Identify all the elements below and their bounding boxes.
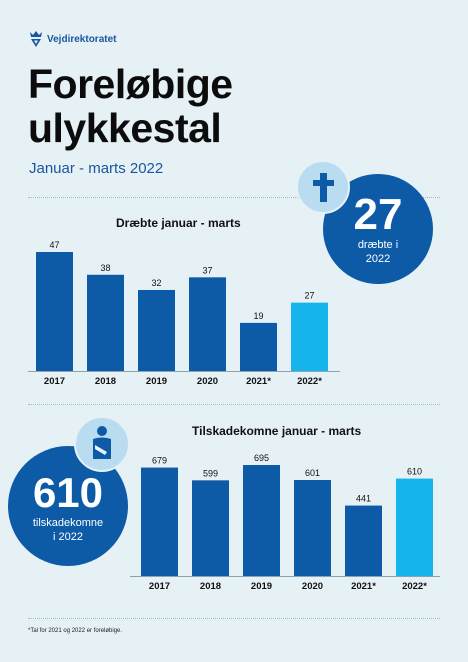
injured-badge-label-line1: tilskadekomne (32, 517, 104, 529)
bar-value-label: 47 (49, 240, 59, 250)
bar-2022* (396, 478, 433, 576)
cross-icon (313, 173, 334, 202)
killed-badge-label-line2: 2022 (365, 253, 391, 265)
bar-2018 (87, 274, 124, 371)
injured-badge-number: 610 (32, 469, 104, 516)
brand-name: Vejdirektoratet (47, 33, 117, 45)
bar-2020 (189, 277, 226, 371)
killed-icon-circle (296, 160, 350, 214)
bar-2019 (243, 465, 280, 576)
bar-2018 (192, 480, 229, 576)
killed-badge-number: 27 (353, 190, 403, 239)
killed-chart-title: Dræbte januar - marts (116, 216, 241, 230)
x-tick-label: 2019 (251, 581, 272, 592)
bar-2021* (345, 505, 382, 576)
injured-person-icon (93, 426, 111, 459)
bar-value-label: 695 (254, 453, 269, 463)
divider-middle (28, 404, 440, 405)
bar-value-label: 37 (202, 265, 212, 275)
divider-bottom (28, 618, 440, 619)
bar-value-label: 610 (407, 467, 422, 477)
x-tick-label: 2021* (246, 376, 271, 387)
bar-2020 (294, 480, 331, 576)
divider-top (28, 197, 440, 198)
bar-value-label: 599 (203, 468, 218, 478)
page-title: Foreløbige ulykkestal (28, 62, 233, 150)
killed-badge-label-line1: dræbte i (357, 239, 399, 251)
x-tick-label: 2022* (402, 581, 427, 592)
injured-icon-circle (74, 416, 130, 472)
bar-2017 (141, 467, 178, 576)
bar-2021* (240, 322, 277, 371)
bar-value-label: 441 (356, 494, 371, 504)
x-tick-label: 2017 (149, 581, 170, 592)
x-tick-label: 2022* (297, 376, 322, 387)
injured-badge-label-line2: i 2022 (53, 531, 83, 543)
bar-value-label: 32 (151, 278, 161, 288)
bar-2017 (36, 252, 73, 371)
x-tick-label: 2020 (197, 376, 218, 387)
bar-value-label: 601 (305, 468, 320, 478)
x-tick-label: 2021* (351, 581, 376, 592)
x-tick-label: 2017 (44, 376, 65, 387)
injured-chart-title: Tilskadekomne januar - marts (192, 424, 362, 438)
x-tick-label: 2018 (95, 376, 116, 387)
x-tick-label: 2020 (302, 581, 323, 592)
bar-2022* (291, 302, 328, 371)
bar-2019 (138, 289, 175, 371)
page-subtitle: Januar - marts 2022 (29, 160, 164, 177)
x-tick-label: 2019 (146, 376, 167, 387)
crown-shield-icon (30, 31, 42, 47)
brand-logo: Vejdirektoratet (28, 30, 116, 48)
bar-value-label: 679 (152, 456, 167, 466)
page-title-line2: ulykkestal (28, 105, 222, 151)
bar-value-label: 19 (253, 311, 263, 321)
x-tick-label: 2018 (200, 581, 221, 592)
page-title-line1: Foreløbige (28, 61, 233, 107)
footnote: *Tal for 2021 og 2022 er foreløbige. (28, 628, 123, 634)
bar-value-label: 38 (100, 263, 110, 273)
bar-value-label: 27 (304, 291, 314, 301)
